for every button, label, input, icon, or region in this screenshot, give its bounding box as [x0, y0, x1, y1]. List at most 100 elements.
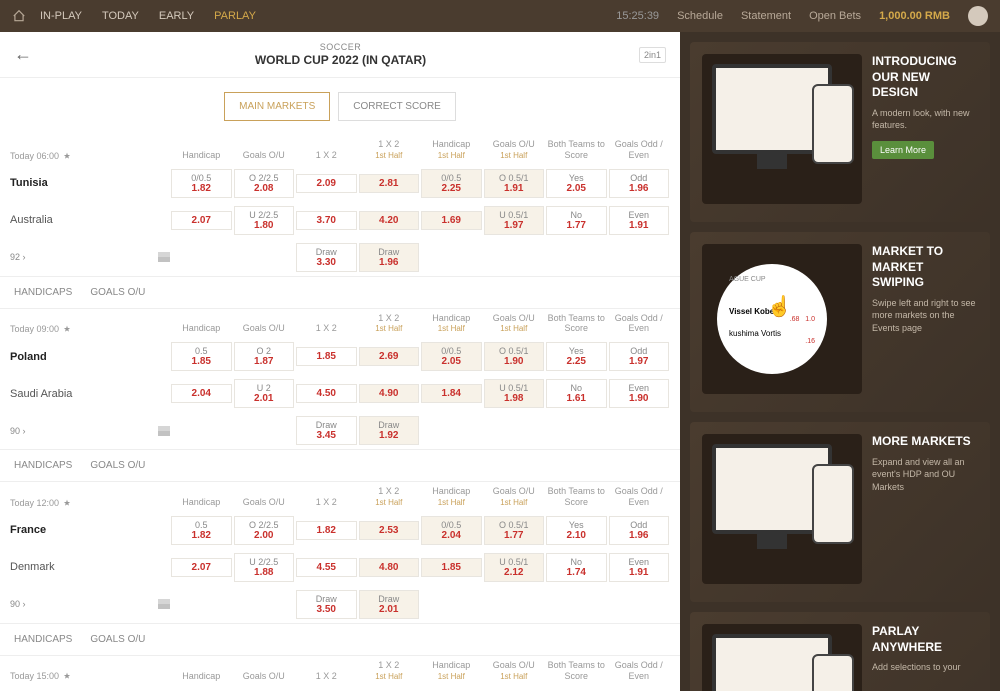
odds-cell[interactable]: Draw1.92: [359, 416, 420, 445]
odds-cell[interactable]: Even1.91: [609, 553, 670, 582]
col-2: 1 X 2: [295, 671, 358, 682]
odds-cell[interactable]: Draw3.50: [296, 590, 357, 619]
odds-cell[interactable]: No1.61: [546, 379, 607, 408]
odds-cell[interactable]: 3.70: [296, 211, 357, 230]
odds-cell[interactable]: Odd1.96: [609, 516, 670, 545]
odds-cell[interactable]: 2.09: [296, 174, 357, 193]
promo-desc: Expand and view all an event's HDP and O…: [872, 456, 978, 494]
odds-cell[interactable]: O 0.5/11.91: [484, 169, 545, 198]
odds-cell[interactable]: 2.07: [171, 211, 232, 230]
odds-cell[interactable]: 4.50: [296, 384, 357, 403]
col-4: Handicap1st Half: [420, 486, 483, 508]
home-team: Poland: [10, 351, 170, 363]
odds-cell[interactable]: 1.85: [421, 558, 482, 577]
odds-cell[interactable]: Yes2.25: [546, 342, 607, 371]
odds-cell[interactable]: 1.85: [296, 347, 357, 366]
odds-cell[interactable]: Draw3.30: [296, 243, 357, 272]
odds-cell[interactable]: 4.55: [296, 558, 357, 577]
odds-cell[interactable]: Draw1.96: [359, 243, 420, 272]
more-markets[interactable]: 90 ›: [10, 415, 170, 446]
odds-cell[interactable]: Odd1.97: [609, 342, 670, 371]
stats-icon[interactable]: [158, 426, 170, 436]
more-markets[interactable]: 90 ›: [10, 589, 170, 620]
odds-cell[interactable]: 0/0.52.25: [421, 169, 482, 198]
match-row-draw: 92 › Draw3.30Draw1.96: [0, 239, 680, 276]
odds-cell[interactable]: 1.84: [421, 384, 482, 403]
odds-cell[interactable]: O 21.87: [234, 342, 295, 371]
col-3: 1 X 21st Half: [358, 139, 421, 161]
odds-cell[interactable]: U 0.5/11.97: [484, 206, 545, 235]
odds-cell[interactable]: 2.04: [171, 384, 232, 403]
league-title: WORLD CUP 2022 (IN QATAR): [42, 53, 639, 67]
odds-cell[interactable]: Draw3.45: [296, 416, 357, 445]
stats-icon[interactable]: [158, 599, 170, 609]
odds-cell[interactable]: 1.69: [421, 211, 482, 230]
odds-cell[interactable]: U 2/2.51.88: [234, 553, 295, 582]
odds-cell[interactable]: 2.69: [359, 347, 420, 366]
back-icon[interactable]: ←: [14, 44, 32, 65]
odds-cell[interactable]: Yes2.10: [546, 516, 607, 545]
odds-cell[interactable]: Yes2.05: [546, 169, 607, 198]
nav-parlay[interactable]: PARLAY: [214, 10, 256, 22]
column-headers: Today 06:00 HandicapGoals O/U1 X 21 X 21…: [0, 135, 680, 165]
odds-cell[interactable]: 2.53: [359, 521, 420, 540]
odds-cell[interactable]: 2.07: [171, 558, 232, 577]
odds-cell[interactable]: U 0.5/11.98: [484, 379, 545, 408]
odds-cell[interactable]: Draw2.01: [359, 590, 420, 619]
odds-cell[interactable]: O 0.5/11.77: [484, 516, 545, 545]
learn-more-button[interactable]: Learn More: [872, 141, 934, 159]
stats-icon[interactable]: [158, 252, 170, 262]
nav-today[interactable]: TODAY: [102, 10, 139, 22]
odds-cell[interactable]: 4.80: [359, 558, 420, 577]
section-tab[interactable]: HANDICAPS: [14, 287, 72, 298]
odds-cell[interactable]: U 0.5/12.12: [484, 553, 545, 582]
col-0: Handicap: [170, 323, 233, 334]
odds-cell[interactable]: 0.51.82: [171, 516, 232, 545]
promo-image: [702, 624, 862, 691]
col-7: Goals Odd / Even: [608, 486, 671, 508]
odds-cell[interactable]: 0.51.85: [171, 342, 232, 371]
odds-cell[interactable]: U 22.01: [234, 379, 295, 408]
home-icon[interactable]: [12, 9, 26, 23]
promo-desc: A modern look, with new features.: [872, 107, 978, 132]
topbar-right: 15:25:39 Schedule Statement Open Bets 1,…: [616, 6, 988, 26]
odds-cell[interactable]: Even1.91: [609, 206, 670, 235]
odds-cell[interactable]: No1.74: [546, 553, 607, 582]
section-tab[interactable]: HANDICAPS: [14, 634, 72, 645]
section-tab[interactable]: GOALS O/U: [90, 460, 145, 471]
nav-early[interactable]: EARLY: [159, 10, 194, 22]
column-headers: Today 12:00 HandicapGoals O/U1 X 21 X 21…: [0, 482, 680, 512]
link-schedule[interactable]: Schedule: [677, 10, 723, 22]
section-tab[interactable]: GOALS O/U: [90, 634, 145, 645]
promo-image: [702, 54, 862, 204]
section-tab[interactable]: GOALS O/U: [90, 287, 145, 298]
odds-cell[interactable]: 0/0.52.04: [421, 516, 482, 545]
match-row-draw: 90 › Draw3.50Draw2.01: [0, 586, 680, 623]
view-toggle[interactable]: 2in1: [639, 47, 666, 63]
odds-cell[interactable]: 1.82: [296, 521, 357, 540]
odds-cell[interactable]: O 2/2.52.00: [234, 516, 295, 545]
col-7: Goals Odd / Even: [608, 139, 671, 161]
match-row-home: Poland0.51.85O 21.871.852.690/0.52.05O 0…: [0, 338, 680, 375]
odds-cell[interactable]: O 0.5/11.90: [484, 342, 545, 371]
away-team: Denmark: [10, 561, 170, 573]
odds-cell[interactable]: O 2/2.52.08: [234, 169, 295, 198]
odds-cell[interactable]: No1.77: [546, 206, 607, 235]
odds-cell[interactable]: U 2/2.51.80: [234, 206, 295, 235]
link-statement[interactable]: Statement: [741, 10, 791, 22]
avatar-icon[interactable]: [968, 6, 988, 26]
odds-cell[interactable]: 2.81: [359, 174, 420, 193]
odds-cell[interactable]: Odd1.96: [609, 169, 670, 198]
tab-1[interactable]: CORRECT SCORE: [338, 92, 456, 121]
link-openbets[interactable]: Open Bets: [809, 10, 861, 22]
nav-in-play[interactable]: IN-PLAY: [40, 10, 82, 22]
section-tab[interactable]: HANDICAPS: [14, 460, 72, 471]
col-2: 1 X 2: [295, 323, 358, 334]
odds-cell[interactable]: 0/0.52.05: [421, 342, 482, 371]
odds-cell[interactable]: 4.90: [359, 384, 420, 403]
odds-cell[interactable]: 4.20: [359, 211, 420, 230]
more-markets[interactable]: 92 ›: [10, 242, 170, 273]
tab-0[interactable]: MAIN MARKETS: [224, 92, 330, 121]
odds-cell[interactable]: Even1.90: [609, 379, 670, 408]
odds-cell[interactable]: 0/0.51.82: [171, 169, 232, 198]
